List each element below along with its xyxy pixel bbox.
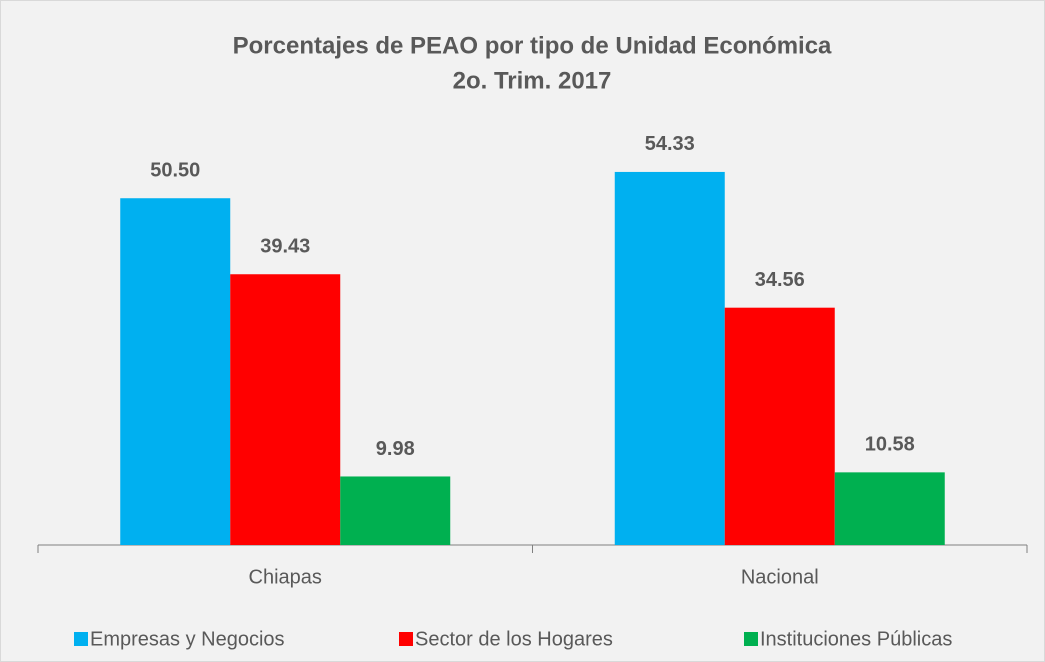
chart-subtitle: 2o. Trim. 2017 — [453, 67, 612, 94]
chart-title: Porcentajes de PEAO por tipo de Unidad E… — [233, 32, 832, 59]
bar — [340, 476, 451, 545]
data-label: 34.56 — [755, 269, 805, 291]
bar — [230, 274, 341, 545]
legend-label: Empresas y Negocios — [90, 628, 285, 650]
legend-swatch — [74, 632, 88, 646]
legend-swatch — [744, 632, 758, 646]
data-label: 9.98 — [376, 438, 415, 460]
data-label: 10.58 — [865, 434, 915, 456]
x-tick-label: Nacional — [741, 566, 819, 588]
legend-swatch — [399, 632, 413, 646]
data-label: 39.43 — [260, 236, 310, 258]
legend-label: Sector de los Hogares — [415, 628, 613, 650]
bar — [614, 171, 725, 545]
bar — [120, 198, 231, 545]
x-tick-label: Chiapas — [249, 566, 322, 588]
legend-label: Instituciones Públicas — [760, 628, 952, 650]
bar — [834, 472, 945, 545]
bar — [724, 307, 835, 545]
data-label: 54.33 — [645, 133, 695, 155]
data-label: 50.50 — [150, 160, 200, 182]
